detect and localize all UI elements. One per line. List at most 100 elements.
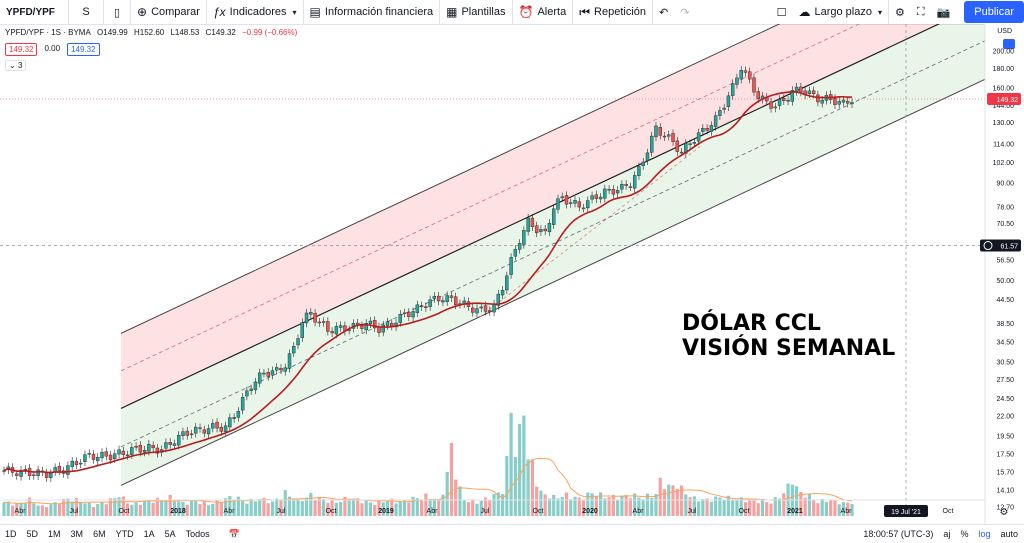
candle-body: [688, 143, 692, 145]
volume-bar: [223, 498, 228, 516]
candle-body: [662, 135, 667, 138]
candle-body: [471, 307, 475, 313]
last-price-label: 149.32: [997, 97, 1019, 104]
range-button-1d[interactable]: 1D: [5, 529, 17, 539]
volume-bar: [241, 500, 245, 516]
interval-button[interactable]: S: [69, 0, 104, 24]
candle-body: [432, 296, 437, 299]
range-button-ytd[interactable]: YTD: [115, 529, 134, 539]
alert-button[interactable]: ⏰ Alerta: [513, 0, 574, 24]
candle-body: [57, 466, 62, 472]
candle-body: [381, 324, 385, 333]
buy-price-badge[interactable]: 149.32: [67, 43, 100, 56]
fullscreen-icon: ⛶: [916, 5, 925, 18]
candle-body: [155, 447, 160, 454]
candle-body: [615, 190, 620, 194]
templates-button[interactable]: ▦ Plantillas: [440, 0, 513, 24]
financials-button[interactable]: ▤ Información financiera: [304, 0, 441, 24]
volume-bar: [45, 507, 49, 516]
indicators-collapse-button[interactable]: ⌄ 3: [5, 60, 27, 71]
indicators-button[interactable]: ƒx Indicadores ▾: [207, 0, 304, 24]
volume-bar: [795, 486, 799, 516]
range-button-todos[interactable]: Todos: [185, 529, 210, 539]
range-button-3m[interactable]: 3M: [70, 529, 84, 539]
candle-body: [321, 321, 326, 323]
candle-body: [816, 94, 820, 103]
legend-high: H152.60: [133, 28, 165, 37]
candle-body: [696, 132, 701, 142]
compare-button[interactable]: ⊕ Comparar: [131, 0, 207, 24]
volume-bar: [420, 499, 424, 516]
volume-bar: [351, 498, 356, 516]
layout-name-label: Largo plazo: [814, 6, 872, 18]
undo-button[interactable]: ↶: [653, 0, 674, 24]
log-toggle[interactable]: log: [978, 529, 991, 539]
chevron-down-icon: ▾: [877, 7, 882, 17]
volume-bar: [492, 493, 496, 516]
volume-bar: [714, 496, 718, 516]
range-button-1m[interactable]: 1M: [48, 529, 61, 539]
calendar-icon[interactable]: 📅: [228, 528, 240, 539]
volume-bar: [168, 494, 172, 516]
volume-bar: [773, 497, 777, 516]
candle-body: [296, 338, 300, 346]
range-button-5d[interactable]: 5D: [26, 529, 39, 539]
publish-button[interactable]: Publicar: [964, 1, 1024, 23]
y-tick-label: 12.70: [996, 505, 1014, 512]
volume-bar: [360, 503, 364, 516]
range-button-1a[interactable]: 1A: [143, 529, 155, 539]
fullscreen-button[interactable]: ⛶: [911, 0, 931, 24]
snapshot-button[interactable]: 📷: [931, 0, 957, 24]
x-tick-label: 2021: [787, 508, 803, 515]
volume-bar: [607, 497, 611, 516]
volume-bar: [692, 496, 696, 516]
candle-body: [586, 200, 590, 209]
range-button-6m[interactable]: 6M: [93, 529, 106, 539]
volume-bar: [739, 497, 743, 516]
volume-bar: [701, 499, 705, 516]
volume-bar: [496, 492, 500, 516]
candle-body: [748, 71, 752, 80]
volume-bar: [70, 501, 74, 516]
candle-body: [300, 322, 304, 338]
redo-button[interactable]: ↷: [674, 0, 695, 24]
layout-toggle[interactable]: ☐: [771, 0, 793, 24]
volume-bar: [194, 500, 198, 516]
replay-button[interactable]: ⏮ Repetición: [573, 0, 653, 24]
percent-toggle[interactable]: %: [960, 529, 969, 539]
candle-body: [628, 186, 633, 188]
volume-bar: [151, 502, 155, 516]
adjust-toggle[interactable]: aj: [943, 529, 951, 539]
volume-bar: [641, 499, 645, 516]
volume-bar: [347, 499, 351, 516]
candle-body: [543, 228, 547, 232]
volume-bar: [177, 501, 181, 516]
volume-bar: [598, 492, 603, 516]
candle-body: [236, 411, 241, 418]
symbol-search[interactable]: YPFD/YPF: [0, 0, 69, 24]
volume-bar: [309, 492, 313, 516]
volume-bar: [113, 498, 117, 516]
volume-bar: [96, 504, 100, 516]
volume-bar: [62, 498, 66, 516]
sell-price-badge[interactable]: 149.32: [5, 43, 38, 56]
toolbar-right: ☐ ☁ Largo plazo ▾ ⚙ ⛶ 📷 Publicar: [771, 0, 1024, 24]
candle-body: [164, 442, 168, 449]
candle-body: [594, 194, 599, 199]
candle-body: [189, 433, 194, 436]
volume-bar: [415, 498, 419, 516]
volume-bar: [296, 498, 300, 516]
chart-style-button[interactable]: ▯: [104, 0, 131, 24]
layout-name-button[interactable]: ☁ Largo plazo ▾: [792, 0, 889, 24]
range-button-5a[interactable]: 5A: [164, 529, 176, 539]
candle-body: [620, 184, 624, 190]
volume-bar: [535, 486, 539, 516]
settings-button[interactable]: ⚙: [889, 0, 911, 24]
candle-body: [453, 296, 458, 306]
volume-bar: [138, 504, 142, 516]
clock-time[interactable]: 18:00:57 (UTC-3): [863, 529, 934, 539]
volume-bar: [726, 495, 731, 516]
volume-bar: [202, 501, 206, 516]
auto-toggle[interactable]: auto: [1000, 529, 1018, 539]
